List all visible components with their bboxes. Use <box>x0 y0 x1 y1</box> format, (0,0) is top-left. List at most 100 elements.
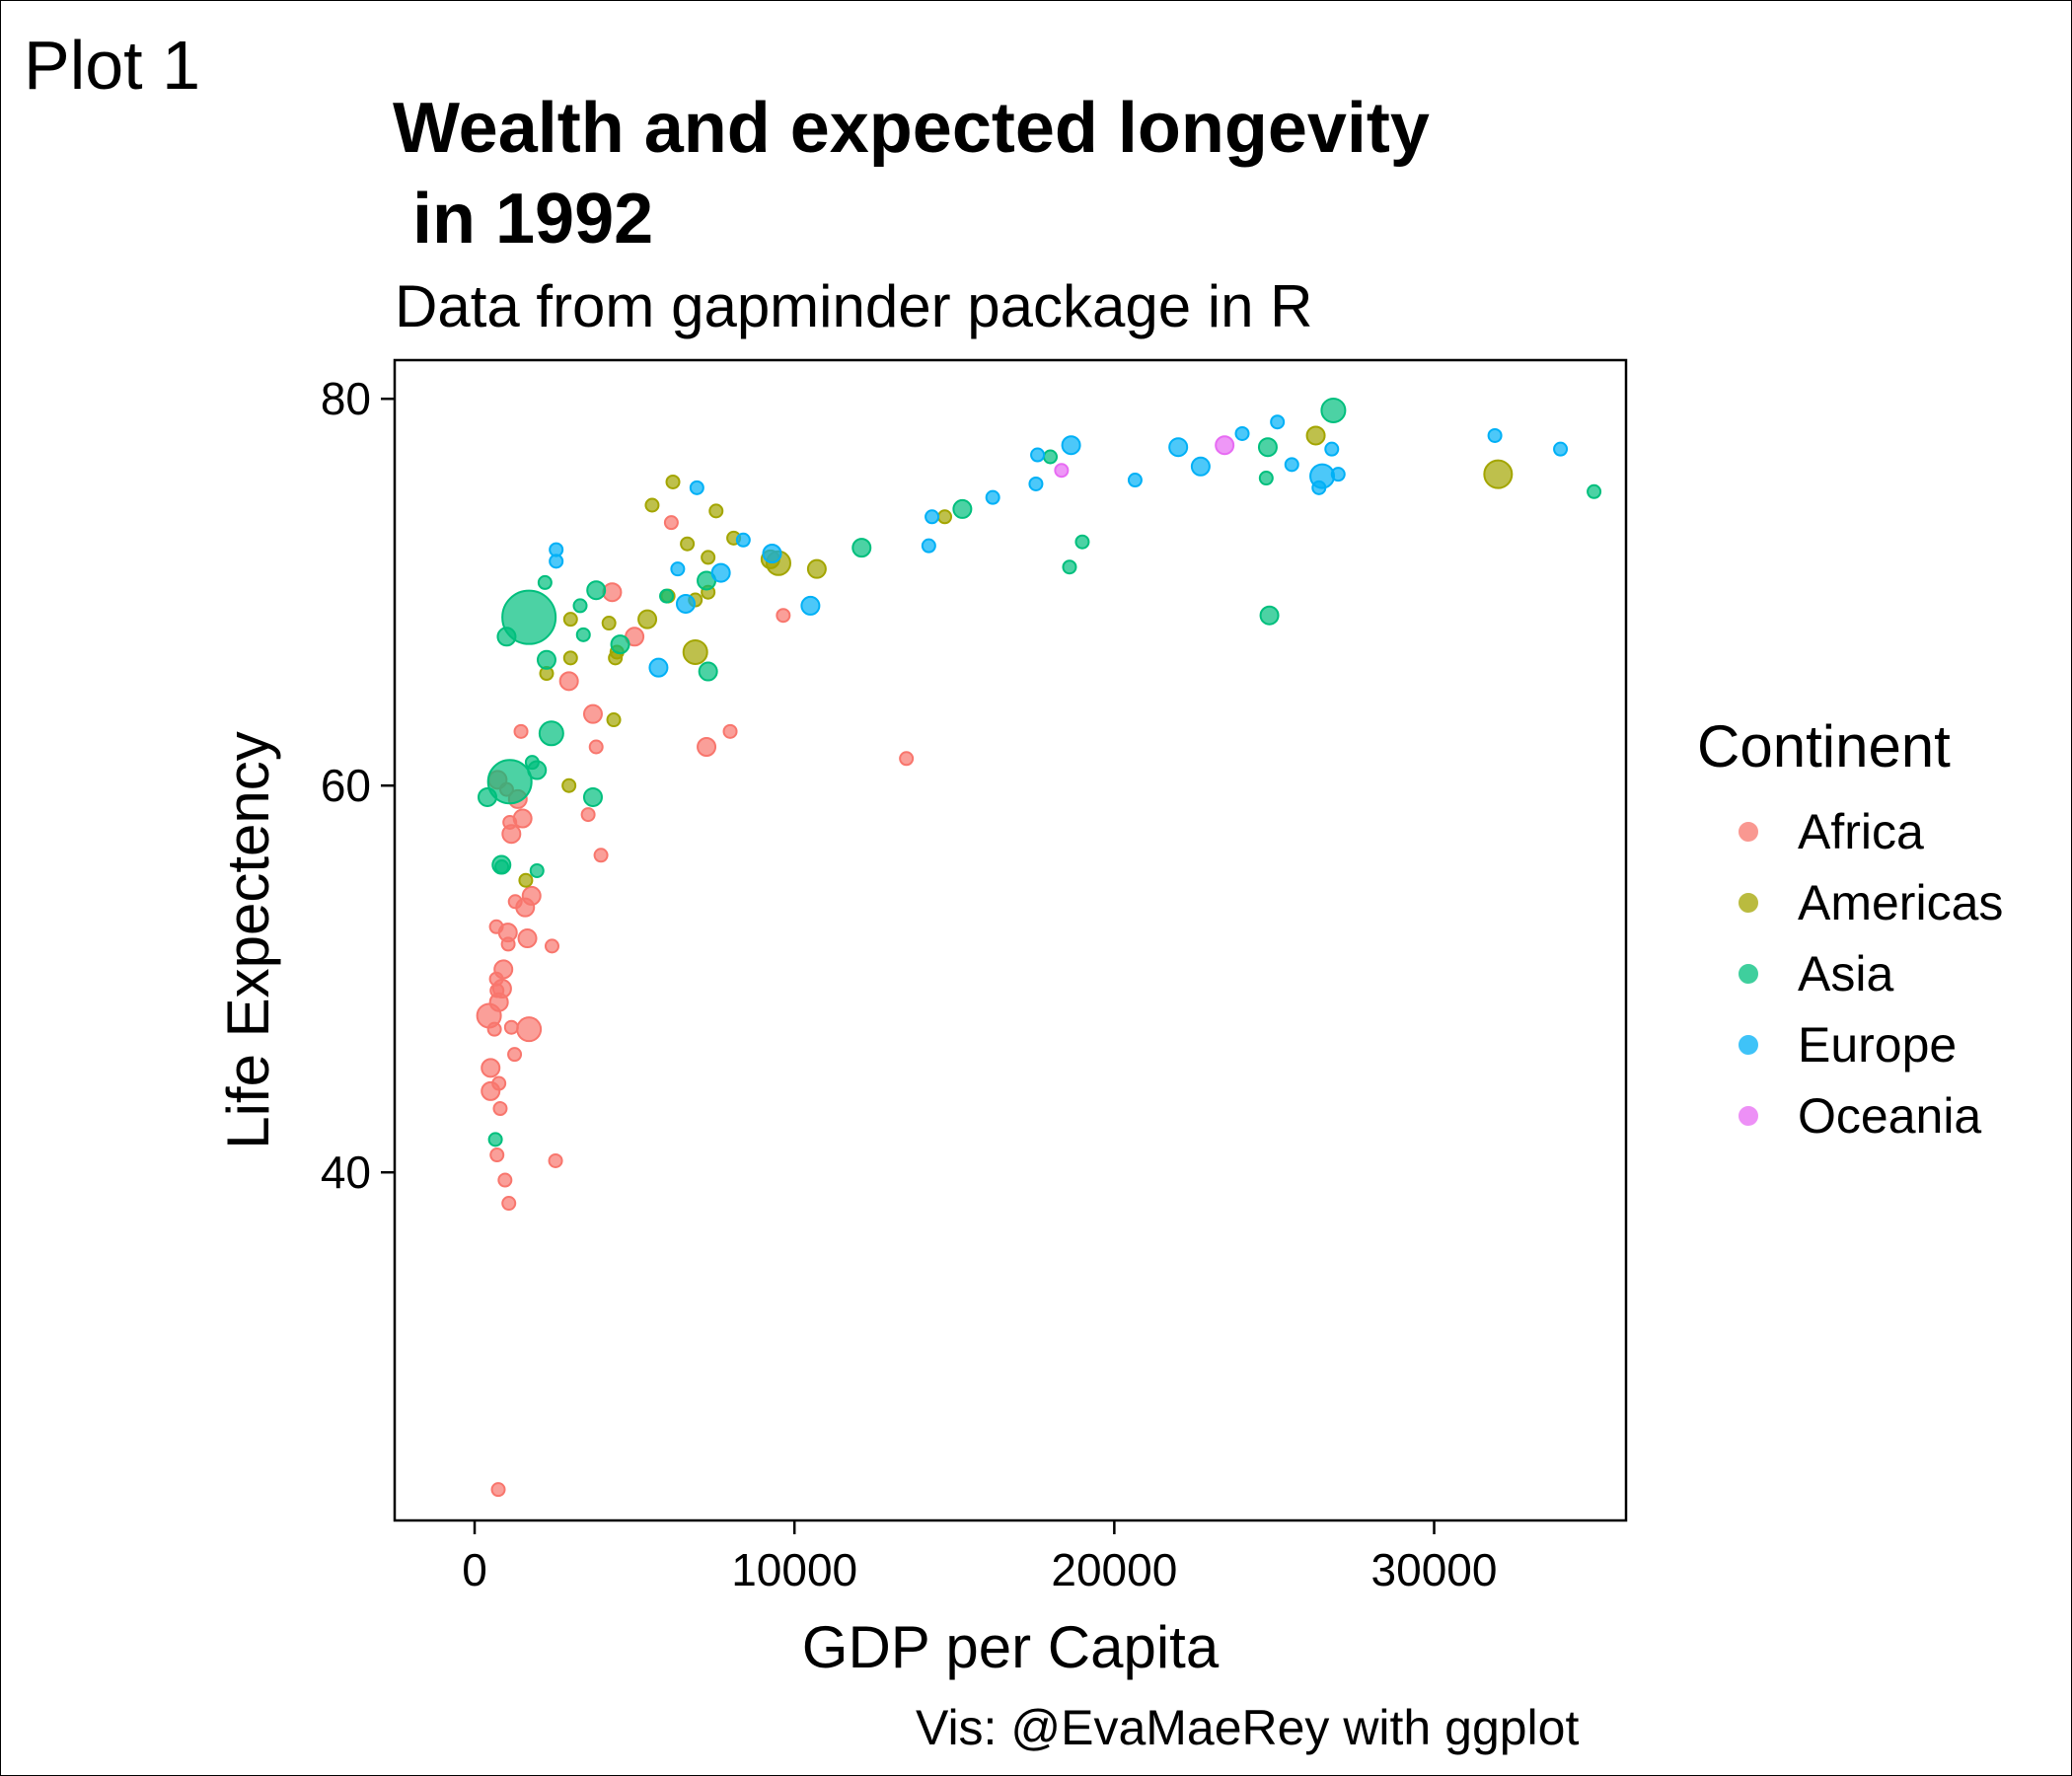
point-africa <box>489 1147 505 1163</box>
point-americas <box>1305 425 1326 446</box>
point-africa <box>544 938 559 954</box>
point-americas <box>644 497 660 513</box>
point-africa <box>502 814 518 830</box>
legend-item-oceania: Oceania <box>1697 1080 2003 1151</box>
point-europe <box>1030 447 1046 463</box>
point-africa <box>580 807 596 823</box>
x-tick-label: 10000 <box>731 1544 857 1595</box>
point-africa <box>481 1058 501 1078</box>
point-africa <box>493 959 514 980</box>
point-europe <box>921 538 936 554</box>
y-tick-label: 60 <box>321 760 371 811</box>
point-africa <box>558 671 579 692</box>
point-americas <box>601 616 617 631</box>
point-europe <box>1284 457 1299 473</box>
point-oceania <box>1215 435 1235 456</box>
point-americas <box>806 558 827 579</box>
x-tick-label: 0 <box>462 1544 487 1595</box>
point-asia <box>536 649 556 670</box>
point-europe <box>800 595 821 616</box>
point-americas <box>682 638 708 665</box>
point-americas <box>665 474 681 489</box>
point-asia <box>1043 449 1059 465</box>
point-americas <box>518 872 534 888</box>
point-africa <box>507 1047 523 1063</box>
chart-caption: Vis: @EvaMaeRey with ggplot <box>916 1700 1580 1755</box>
point-africa <box>490 1482 506 1498</box>
y-tick-label: 40 <box>321 1147 371 1198</box>
point-asia <box>575 627 591 642</box>
legend-label: Asia <box>1798 946 1894 1001</box>
point-europe <box>670 561 686 577</box>
point-africa <box>663 515 679 531</box>
point-asia <box>1257 437 1278 458</box>
point-europe <box>1553 441 1569 457</box>
point-asia <box>501 589 557 645</box>
point-asia <box>537 574 553 590</box>
points-layer <box>476 397 1602 1498</box>
legend-label: Americas <box>1798 875 2004 930</box>
point-africa <box>602 582 623 603</box>
point-europe <box>1234 425 1250 441</box>
point-africa <box>582 703 603 724</box>
point-asia <box>1258 471 1274 486</box>
point-asia <box>538 720 564 747</box>
point-africa <box>492 1101 508 1117</box>
x-tick-label: 20000 <box>1051 1544 1177 1595</box>
point-africa <box>899 751 915 767</box>
legend-label: Europe <box>1798 1017 1958 1073</box>
legend-item-americas: Americas <box>1697 867 2003 938</box>
point-europe <box>1028 476 1044 491</box>
point-africa <box>497 1172 513 1188</box>
point-asia <box>1074 534 1090 550</box>
point-europe <box>689 480 704 495</box>
point-africa <box>548 1152 563 1168</box>
legend-key-dot <box>1739 964 1758 984</box>
legend-key-dot <box>1739 822 1758 842</box>
plot-label: Plot 1 <box>24 27 200 104</box>
point-africa <box>488 919 504 934</box>
point-asia <box>610 634 630 655</box>
legend-key-dot <box>1739 893 1758 913</box>
point-americas <box>561 777 577 793</box>
point-asia <box>496 627 517 647</box>
point-americas <box>680 536 696 552</box>
point-africa <box>588 739 604 755</box>
point-asia <box>1320 397 1347 423</box>
legend-title: Continent <box>1697 713 1951 779</box>
point-asia <box>494 859 510 875</box>
legend-label: Africa <box>1798 804 1924 859</box>
point-asia <box>952 498 973 519</box>
point-asia <box>851 538 872 558</box>
point-europe <box>1330 467 1346 482</box>
point-europe <box>762 544 782 563</box>
point-americas <box>701 550 716 565</box>
point-europe <box>1270 414 1286 430</box>
point-europe <box>1061 435 1081 456</box>
point-africa <box>722 723 738 739</box>
chart-title: Wealth and expected longevity in 1992 <box>393 89 1430 259</box>
point-africa <box>516 1016 543 1043</box>
point-asia <box>582 786 603 807</box>
point-europe <box>1324 441 1340 457</box>
point-europe <box>648 657 669 678</box>
point-americas <box>606 712 622 728</box>
point-americas <box>1483 459 1514 489</box>
point-africa <box>593 848 609 863</box>
point-europe <box>710 562 731 583</box>
point-africa <box>503 1019 519 1035</box>
point-americas <box>937 509 953 525</box>
point-africa <box>776 608 791 624</box>
point-europe <box>675 593 696 614</box>
point-asia <box>527 760 548 780</box>
point-asia <box>487 1132 503 1147</box>
point-africa <box>517 928 538 949</box>
point-americas <box>637 609 658 629</box>
point-africa <box>501 1196 517 1212</box>
point-asia <box>529 862 545 878</box>
legend-item-asia: Asia <box>1697 938 2003 1009</box>
point-asia <box>1587 483 1602 499</box>
point-europe <box>925 509 940 525</box>
point-europe <box>1190 456 1211 477</box>
